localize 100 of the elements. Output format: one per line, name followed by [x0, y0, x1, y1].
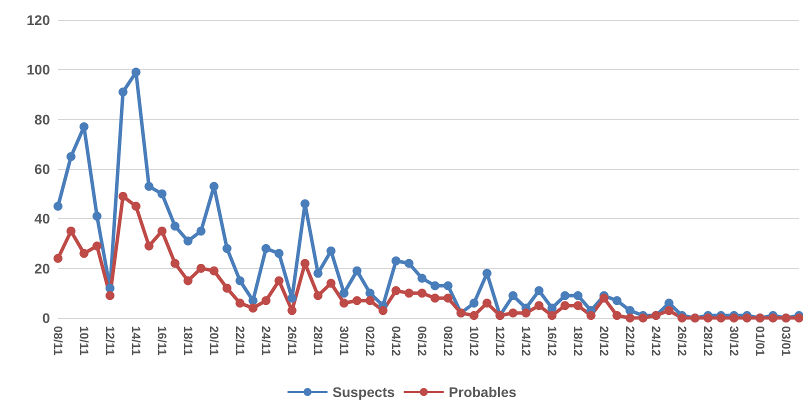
y-tick-label: 120	[26, 12, 50, 28]
point	[196, 226, 206, 236]
point	[170, 258, 180, 268]
point	[274, 248, 284, 258]
point	[352, 296, 362, 306]
y-tick-label: 60	[34, 161, 50, 177]
point	[704, 314, 712, 322]
x-tick-label: 30/12	[727, 326, 741, 356]
point	[132, 68, 140, 77]
point	[548, 304, 556, 313]
x-tick-label: 06/12	[415, 326, 429, 356]
x-tick-label: 14/12	[519, 326, 533, 356]
x-tick-label: 08/11	[51, 326, 65, 356]
point	[742, 314, 752, 322]
point	[574, 291, 582, 300]
x-tick-label: 04/12	[389, 326, 403, 356]
x-tick-label: 24/11	[259, 326, 273, 356]
point	[392, 286, 400, 296]
legend-label: Probables	[448, 384, 517, 400]
point	[638, 314, 648, 322]
point	[430, 281, 440, 290]
point	[508, 308, 518, 318]
point	[170, 222, 180, 231]
y-tick-label: 20	[34, 260, 50, 276]
point	[274, 276, 284, 286]
point	[482, 298, 492, 308]
point	[118, 88, 128, 97]
point	[366, 296, 374, 306]
point	[210, 182, 218, 191]
point	[300, 199, 310, 208]
point	[612, 296, 622, 306]
point	[80, 248, 88, 258]
point	[730, 314, 738, 322]
point	[236, 298, 244, 308]
point	[392, 256, 400, 266]
point	[158, 226, 166, 236]
point	[548, 311, 556, 320]
y-tick-label: 40	[34, 210, 50, 227]
point	[626, 314, 634, 322]
x-tick-label: 22/12	[623, 326, 637, 356]
point	[144, 182, 154, 191]
point	[158, 189, 166, 198]
point	[444, 281, 452, 290]
x-tick-label: 02/12	[363, 326, 377, 356]
point	[196, 264, 206, 273]
point	[300, 258, 310, 268]
point	[404, 258, 414, 268]
point	[262, 296, 270, 306]
point	[626, 306, 634, 316]
x-tick-label: 26/12	[675, 326, 689, 356]
point	[144, 241, 154, 250]
x-tick-label: 18/11	[181, 326, 195, 356]
x-tick-label: 12/12	[493, 326, 507, 356]
point	[612, 311, 622, 320]
point	[418, 288, 426, 298]
point	[534, 301, 544, 310]
point	[248, 296, 258, 306]
x-tick-label: 10/12	[467, 326, 481, 356]
point	[326, 246, 336, 256]
point	[210, 266, 218, 276]
point	[560, 291, 570, 300]
point	[340, 288, 348, 298]
x-tick-label: 03/01	[779, 326, 793, 356]
point	[522, 308, 530, 318]
point	[560, 301, 570, 310]
point	[470, 298, 478, 308]
x-tick-label: 14/11	[129, 326, 143, 356]
x-tick-label: 20/11	[207, 326, 221, 356]
point	[184, 236, 192, 246]
point	[314, 268, 322, 278]
x-tick-label: 28/12	[701, 326, 715, 356]
x-tick-label: 10/11	[77, 326, 91, 356]
point	[600, 294, 608, 303]
point	[430, 294, 440, 303]
point	[482, 268, 492, 278]
point	[534, 286, 544, 296]
point	[118, 192, 128, 201]
y-tick-label: 80	[34, 111, 50, 128]
point	[66, 152, 76, 162]
x-tick-label: 30/11	[337, 326, 351, 356]
x-tick-label: 28/11	[311, 326, 325, 356]
point	[404, 288, 414, 298]
point	[326, 278, 336, 288]
x-tick-label: 22/11	[233, 326, 247, 356]
x-tick-label: 16/11	[155, 326, 169, 356]
point	[664, 306, 674, 316]
point	[314, 291, 322, 300]
x-tick-label: 20/12	[597, 326, 611, 356]
point	[106, 291, 114, 300]
point	[794, 314, 803, 322]
point	[54, 254, 62, 263]
y-tick-label: 0	[42, 310, 50, 326]
point	[768, 314, 778, 322]
point	[222, 244, 232, 253]
point	[106, 284, 114, 293]
point	[66, 226, 76, 236]
x-tick-label: 12/11	[103, 326, 117, 356]
point	[352, 266, 362, 276]
point	[716, 314, 726, 322]
point	[288, 306, 296, 316]
